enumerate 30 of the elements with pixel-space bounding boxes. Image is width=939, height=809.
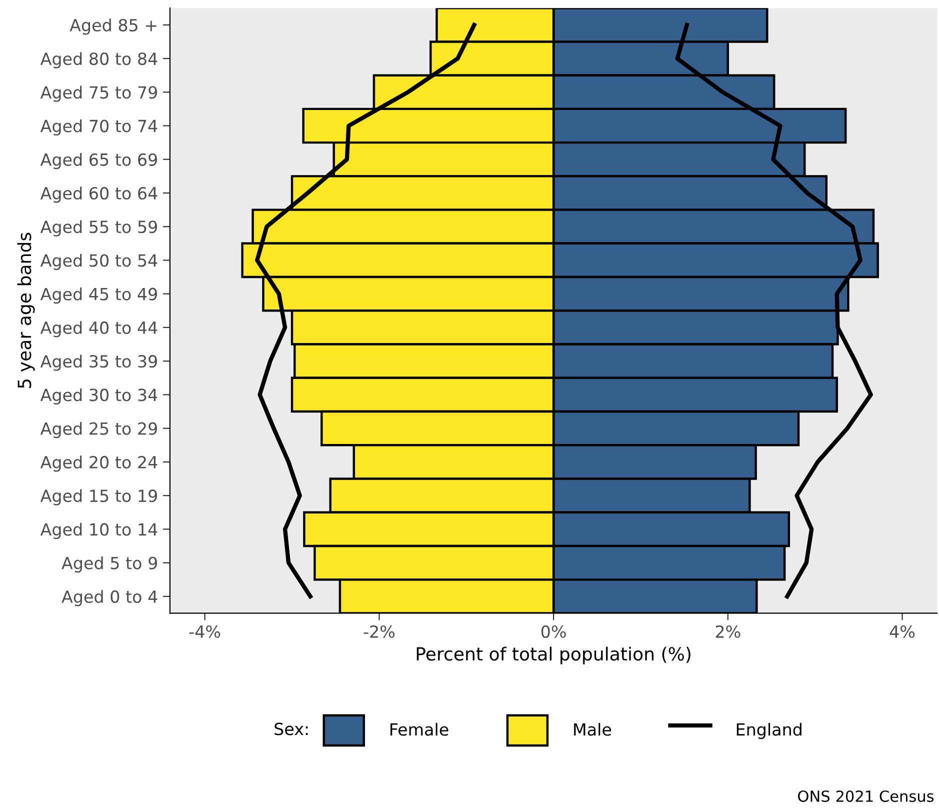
y-tick-label: Aged 55 to 59	[40, 220, 157, 236]
y-tick-label: Aged 65 to 69	[40, 153, 157, 170]
y-tick-label: Aged 0 to 4	[62, 590, 158, 606]
y-tick-label: Aged 10 to 14	[40, 522, 158, 539]
y-tick-label: Aged 15 to 19	[40, 489, 157, 506]
legend-label: Male	[574, 722, 612, 736]
y-axis-title: 5 year age bands	[17, 232, 35, 388]
x-axis-title: Percent of total population (%)	[416, 646, 690, 664]
y-tick-label: Aged 35 to 39	[40, 354, 157, 371]
x-tick-label: 2%	[716, 625, 740, 638]
x-tick-label: 0%	[541, 625, 566, 638]
y-tick-label: Aged 5 to 9	[62, 556, 157, 573]
legend-title: Sex:	[274, 722, 308, 736]
y-tick-label: Aged 50 to 54	[40, 254, 158, 270]
legend-label: Female	[390, 722, 448, 736]
y-tick-label: Aged 75 to 79	[40, 86, 157, 102]
x-tick-label: -4%	[189, 625, 220, 638]
y-tick-label: Aged 85 +	[70, 18, 156, 35]
y-tick-label: Aged 30 to 34	[40, 388, 158, 404]
y-tick-label: Aged 20 to 24	[40, 456, 158, 472]
y-tick-label: Aged 45 to 49	[40, 288, 157, 304]
y-tick-label: Aged 70 to 74	[40, 119, 158, 136]
x-tick-label: 4%	[890, 625, 915, 638]
x-tick-label: -2%	[364, 625, 394, 638]
y-tick-label: Aged 60 to 64	[40, 186, 158, 203]
y-tick-label: Aged 80 to 84	[40, 52, 158, 68]
y-tick-label: Aged 25 to 29	[40, 422, 157, 438]
legend-label: England	[736, 722, 802, 740]
y-tick-label: Aged 40 to 44	[40, 321, 158, 338]
text: ONS 2021 Census	[798, 790, 934, 802]
